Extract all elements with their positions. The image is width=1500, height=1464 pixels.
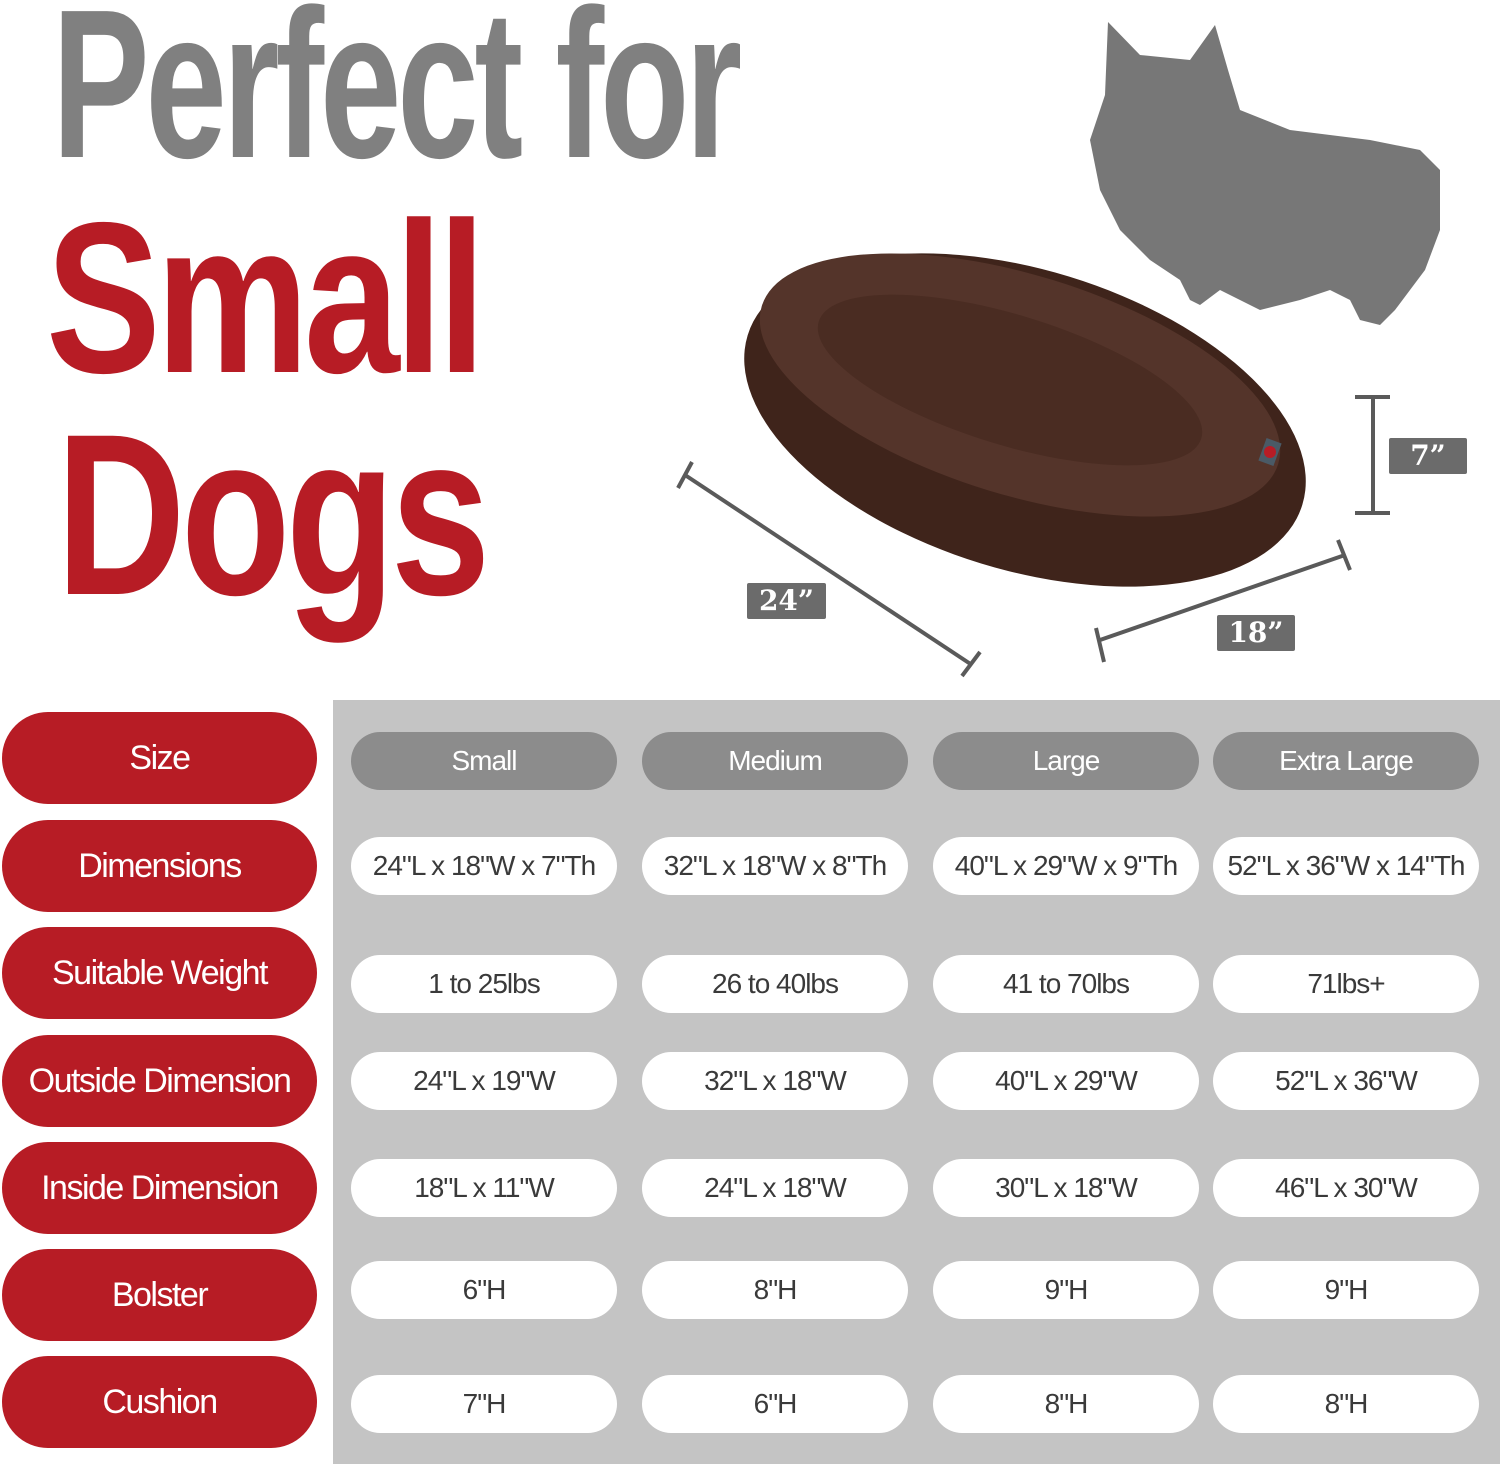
table-cell: 1 to 25lbs [351, 955, 617, 1013]
table-cell: 26 to 40lbs [642, 955, 908, 1013]
table-cell: 6"H [351, 1261, 617, 1319]
height-label: 7” [1389, 438, 1467, 474]
product-illustration [676, 22, 1440, 678]
row-label: Inside Dimension [2, 1142, 317, 1234]
table-cell: 9"H [1213, 1261, 1479, 1319]
headline-line-3: Dogs [56, 386, 490, 643]
table-cell: 32"L x 18"W [642, 1052, 908, 1110]
table-cell: 32"L x 18"W x 8"Th [642, 837, 908, 895]
table-cell: 52"L x 36"W x 14"Th [1213, 837, 1479, 895]
column-header: Large [933, 732, 1199, 790]
table-cell: 52"L x 36"W [1213, 1052, 1479, 1110]
dog-bed-image [744, 253, 1306, 587]
table-cell: 8"H [1213, 1375, 1479, 1433]
table-cell: 6"H [642, 1375, 908, 1433]
row-label: Cushion [2, 1356, 317, 1448]
column-header: Medium [642, 732, 908, 790]
width-label: 18” [1217, 615, 1295, 651]
table-cell: 40"L x 29"W x 9"Th [933, 837, 1199, 895]
table-cell: 7"H [351, 1375, 617, 1433]
table-cell: 24"L x 18"W [642, 1159, 908, 1217]
row-label: Dimensions [2, 820, 317, 912]
table-cell: 41 to 70lbs [933, 955, 1199, 1013]
table-cell: 9"H [933, 1261, 1199, 1319]
table-cell: 8"H [933, 1375, 1199, 1433]
headline-line-1: Perfect for [52, 0, 742, 202]
row-label-size: Size [2, 712, 317, 804]
row-label: Outside Dimension [2, 1035, 317, 1127]
table-cell: 46"L x 30"W [1213, 1159, 1479, 1217]
column-header: Extra Large [1213, 732, 1479, 790]
column-header: Small [351, 732, 617, 790]
length-label: 24” [747, 583, 826, 619]
table-cell: 71lbs+ [1213, 955, 1479, 1013]
table-cell: 24"L x 18"W x 7"Th [351, 837, 617, 895]
table-cell: 24"L x 19"W [351, 1052, 617, 1110]
dimension-lines [676, 395, 1390, 678]
row-label: Suitable Weight [2, 927, 317, 1019]
dog-silhouette-icon [1090, 22, 1440, 325]
table-cell: 8"H [642, 1261, 908, 1319]
table-cell: 18"L x 11"W [351, 1159, 617, 1217]
headline-line-2: Small [46, 177, 486, 418]
table-cell: 40"L x 29"W [933, 1052, 1199, 1110]
row-label: Bolster [2, 1249, 317, 1341]
table-cell: 30"L x 18"W [933, 1159, 1199, 1217]
